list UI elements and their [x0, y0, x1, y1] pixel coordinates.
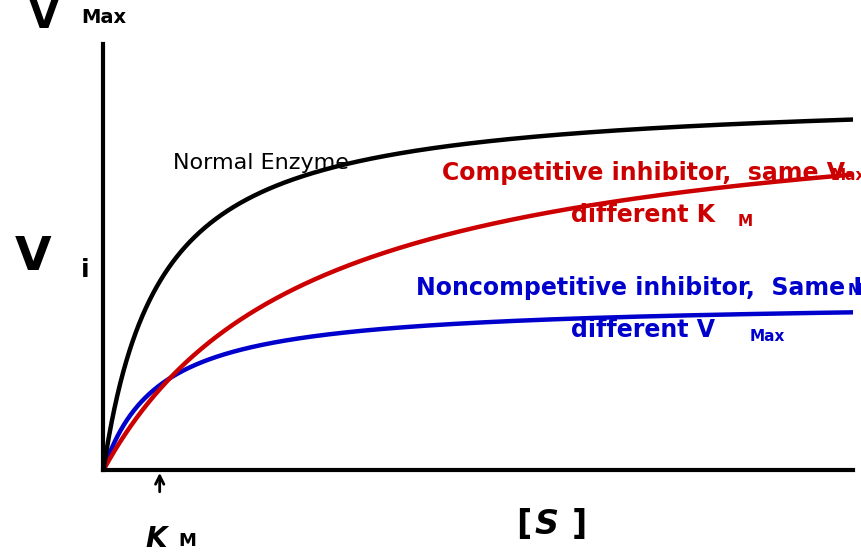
Text: M: M	[736, 215, 752, 229]
Text: different V: different V	[571, 319, 715, 342]
Text: S: S	[534, 508, 558, 541]
Text: V: V	[15, 234, 51, 280]
Text: K: K	[145, 525, 166, 553]
Text: ]: ]	[572, 508, 586, 541]
Text: Competitive inhibitor,  same V: Competitive inhibitor, same V	[442, 161, 844, 185]
Text: V: V	[28, 0, 59, 36]
Text: Max: Max	[830, 168, 861, 182]
Text: [: [	[515, 508, 530, 541]
Text: different K: different K	[571, 204, 715, 227]
Text: Noncompetitive inhibitor,  Same K: Noncompetitive inhibitor, Same K	[415, 276, 861, 300]
Text: i: i	[81, 258, 90, 282]
Text: M: M	[178, 532, 196, 550]
Text: Max: Max	[81, 8, 126, 27]
Text: Normal Enzyme: Normal Enzyme	[173, 154, 349, 174]
Text: M: M	[846, 283, 861, 298]
Text: Max: Max	[749, 330, 784, 345]
